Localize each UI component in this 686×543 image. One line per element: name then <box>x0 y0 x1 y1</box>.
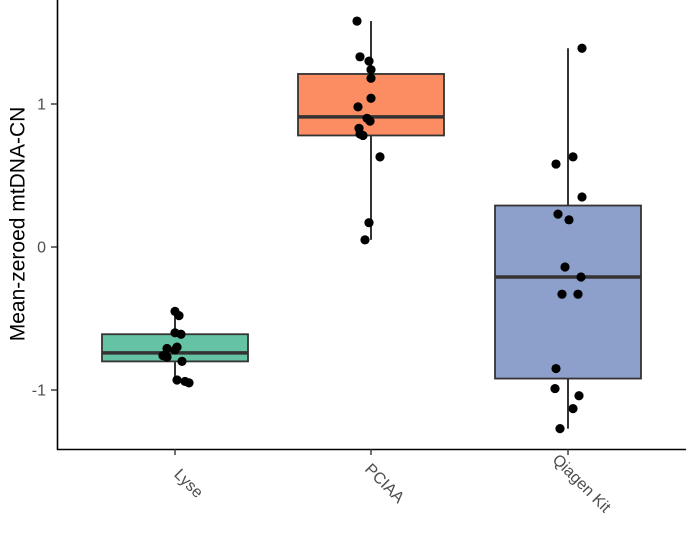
data-point-pciaa <box>365 116 375 126</box>
data-point-lyse <box>162 352 172 362</box>
data-point-qiagen-kit <box>555 424 565 434</box>
data-point-qiagen-kit <box>568 403 578 414</box>
data-point-lyse <box>176 329 186 339</box>
data-point-lyse <box>170 345 180 355</box>
box-qiagen-kit <box>494 204 642 380</box>
data-point-qiagen-kit <box>553 209 563 219</box>
y-tick-label: 1 <box>37 97 46 114</box>
data-point-qiagen-kit <box>576 272 586 282</box>
box-pciaa <box>297 73 445 137</box>
data-point-qiagen-kit <box>551 159 561 169</box>
data-point-pciaa <box>355 52 365 62</box>
data-point-pciaa <box>366 73 376 83</box>
data-point-lyse <box>184 378 194 388</box>
data-point-pciaa <box>375 152 385 162</box>
data-point-pciaa <box>366 65 376 75</box>
data-point-qiagen-kit <box>568 152 578 162</box>
data-point-qiagen-kit <box>577 43 587 53</box>
data-point-pciaa <box>364 56 374 66</box>
data-point-qiagen-kit <box>557 289 567 299</box>
data-point-pciaa <box>353 102 363 112</box>
y-axis-title: Mean-zeroed mtDNA-CN <box>7 107 30 342</box>
data-point-qiagen-kit <box>560 262 570 272</box>
data-point-qiagen-kit <box>550 383 560 394</box>
data-point-pciaa <box>358 130 368 141</box>
data-point-pciaa <box>352 16 362 26</box>
points-layer <box>158 16 587 434</box>
box-group-qiagen-kit <box>494 48 642 429</box>
data-point-qiagen-kit <box>573 289 583 299</box>
data-point-lyse <box>177 356 187 366</box>
data-point-qiagen-kit <box>574 391 584 401</box>
data-point-lyse <box>174 311 184 321</box>
data-point-qiagen-kit <box>551 363 561 374</box>
boxes-layer <box>101 21 642 429</box>
data-point-pciaa <box>360 235 370 245</box>
data-point-lyse <box>162 343 172 354</box>
data-point-pciaa <box>366 93 376 103</box>
data-point-qiagen-kit <box>564 215 574 225</box>
data-point-lyse <box>172 375 182 385</box>
y-tick-label: 0 <box>37 240 46 257</box>
y-tick-label: -1 <box>32 383 46 400</box>
data-point-pciaa <box>364 218 374 228</box>
data-point-qiagen-kit <box>577 192 587 202</box>
